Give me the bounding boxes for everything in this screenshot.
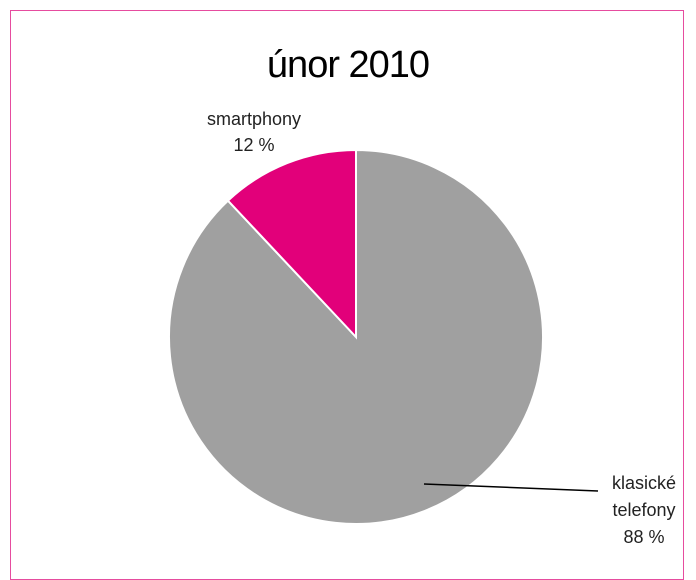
pie-slices bbox=[168, 148, 544, 525]
slice-label-klasicke-telefony: klasické telefony 88 % bbox=[606, 470, 682, 551]
chart-title: únor 2010 bbox=[266, 44, 430, 86]
slice-label-smartphony-name: smartphony bbox=[206, 109, 302, 129]
slice-label-klasicke-telefony-name-1: klasické bbox=[611, 473, 677, 493]
leader-line-klasicke-telefony bbox=[423, 483, 599, 492]
slice-label-klasicke-telefony-name-2: telefony bbox=[612, 500, 676, 520]
slice-label-smartphony: smartphony 12 % bbox=[184, 106, 324, 158]
slice-label-smartphony-value: 12 % bbox=[233, 135, 275, 155]
pie-slice-smartphony bbox=[226, 148, 357, 340]
slice-label-klasicke-telefony-value: 88 % bbox=[623, 527, 665, 547]
